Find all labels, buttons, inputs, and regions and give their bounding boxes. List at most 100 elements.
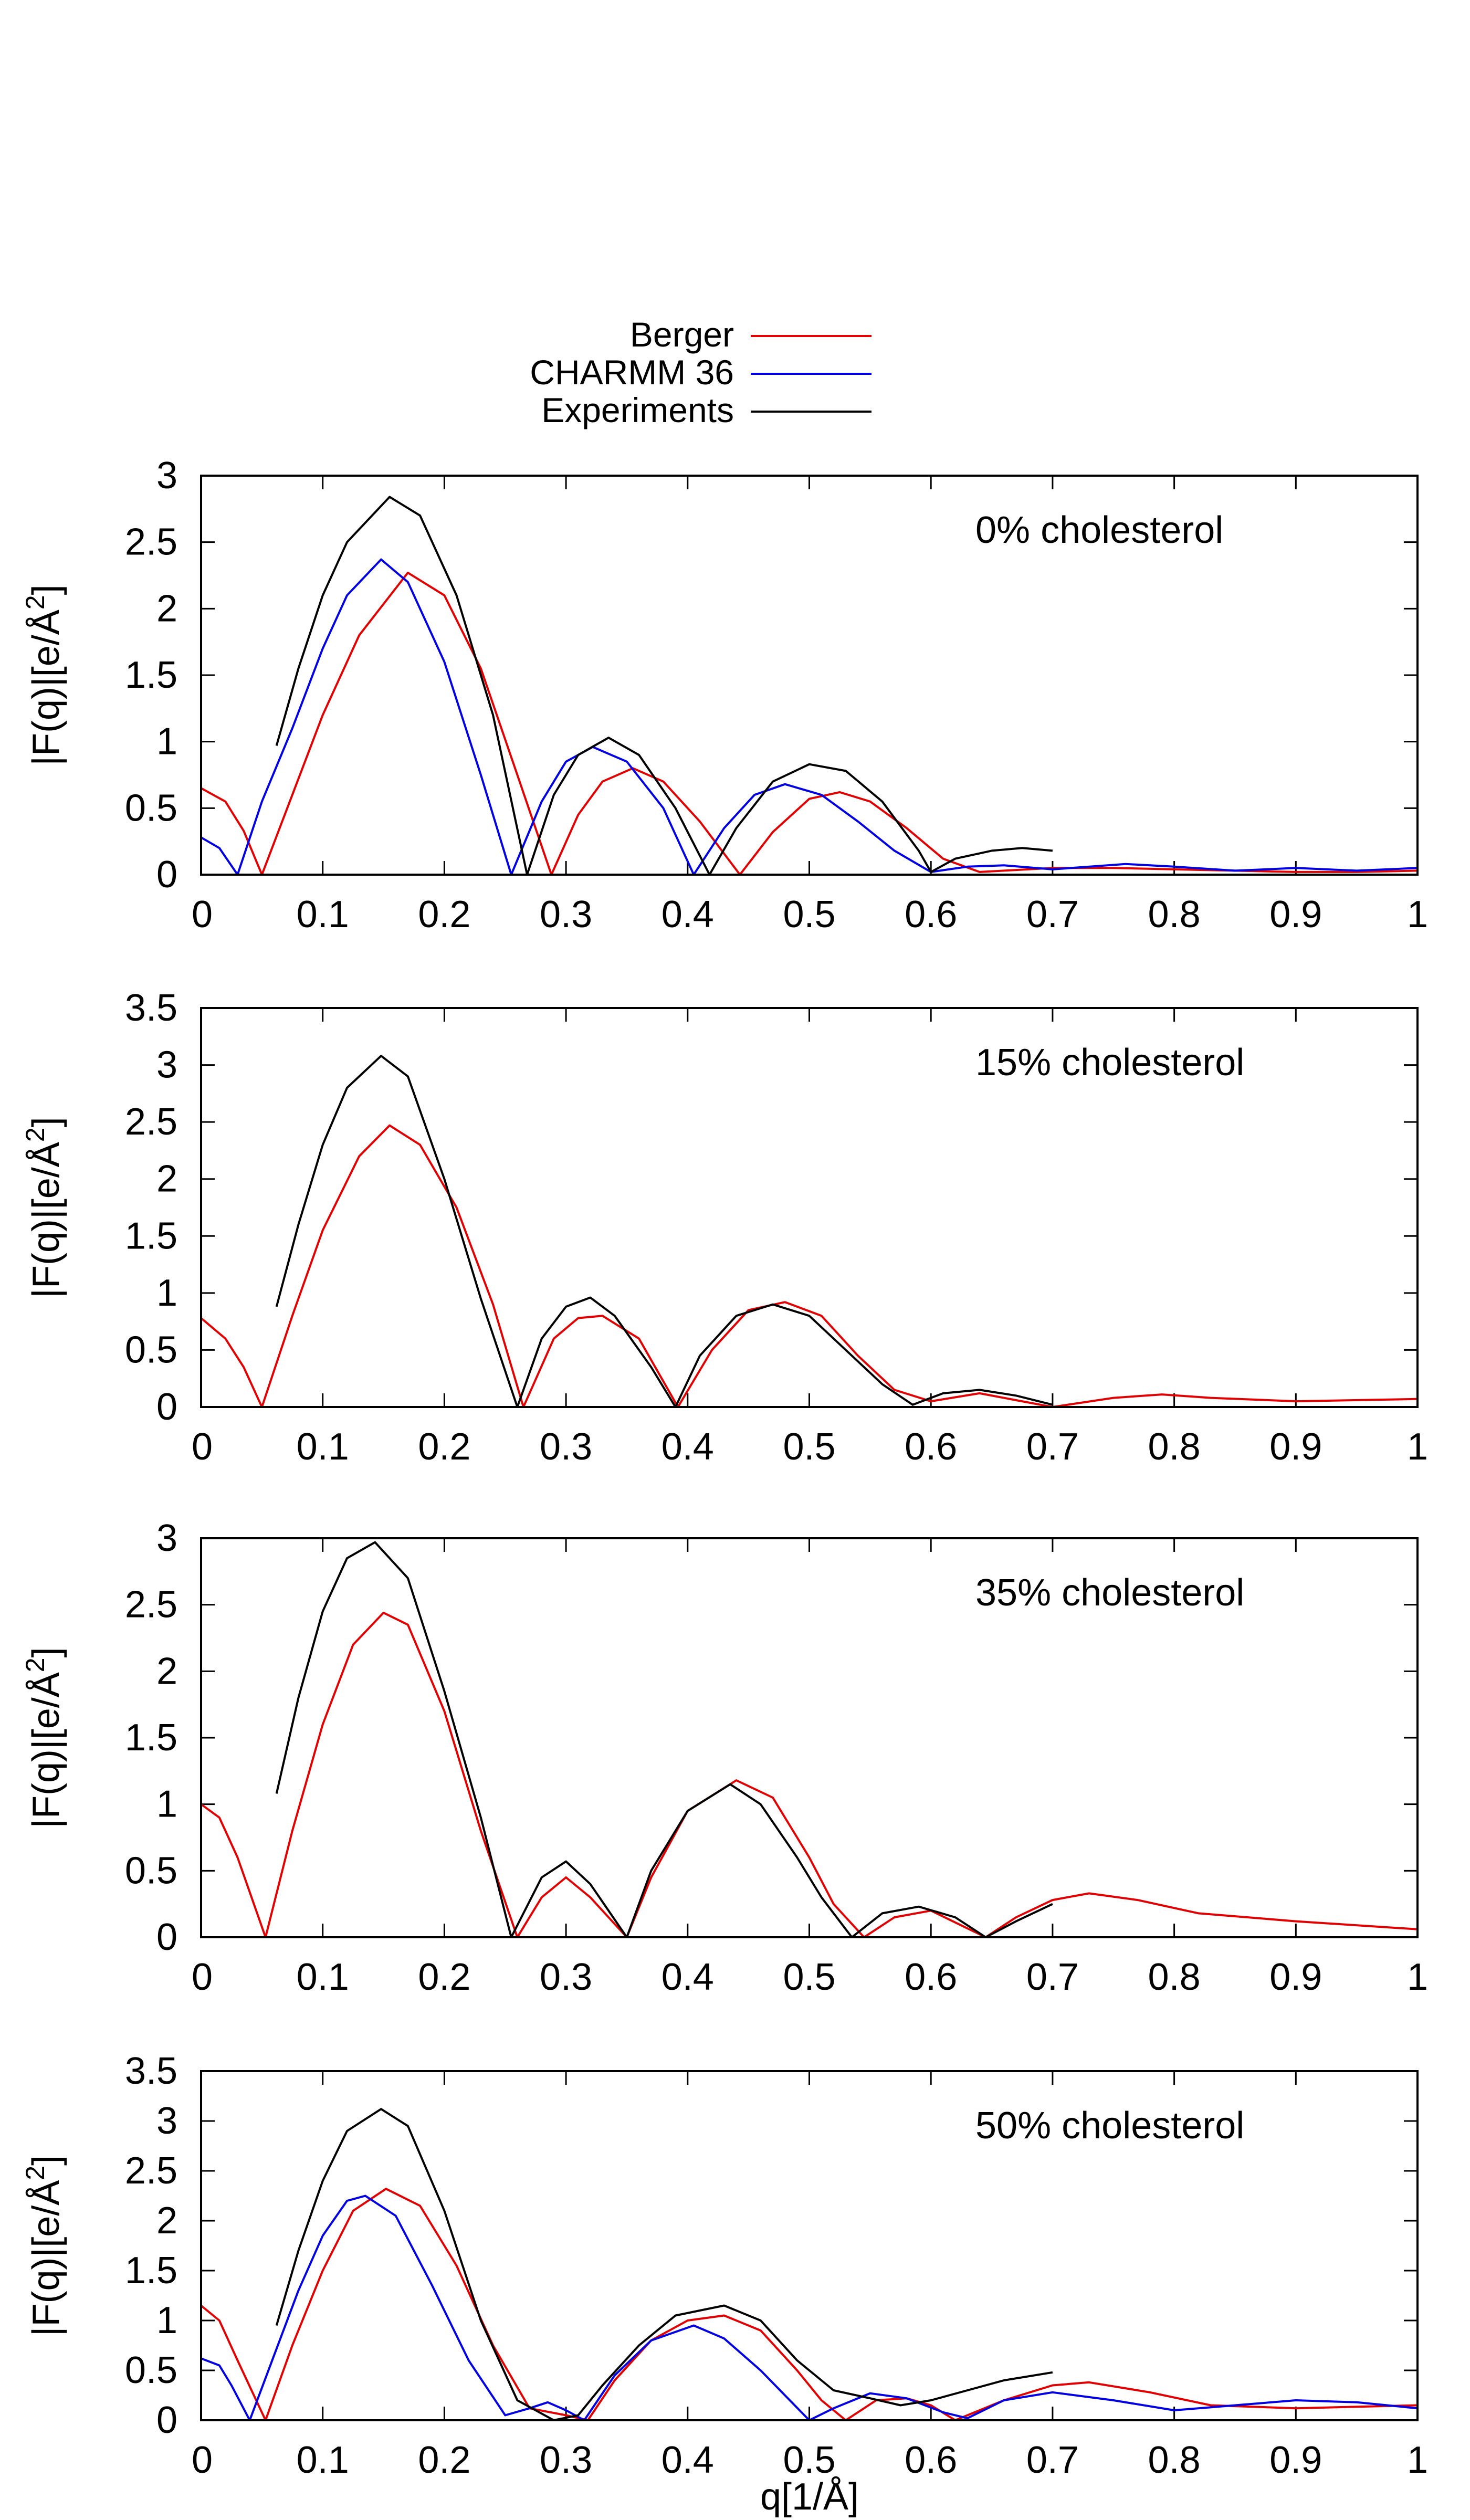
x-tick-label: 1 (1407, 1426, 1428, 1468)
y-tick-label: 3 (156, 2100, 177, 2142)
legend: Berger CHARMM 36 Experiments (530, 315, 872, 429)
panel-annotation: 0% cholesterol (975, 509, 1223, 551)
x-tick-label: 0.5 (783, 1956, 835, 1998)
y-tick-label: 0.5 (125, 2349, 177, 2391)
y-tick-label: 1 (156, 1272, 177, 1314)
x-tick-label: 0.1 (297, 2439, 349, 2481)
panel-annotation: 15% cholesterol (975, 1042, 1244, 1084)
x-tick-label: 0.3 (540, 1426, 592, 1468)
y-tick-label: 0 (156, 1386, 177, 1428)
y-tick-label: 2.5 (125, 1101, 177, 1143)
x-tick-label: 0.2 (418, 1956, 470, 1998)
series-line-berger (201, 1124, 1418, 1407)
y-tick-label: 2 (156, 2200, 177, 2242)
x-tick-label: 0.4 (662, 894, 714, 936)
x-tick-label: 0.7 (1026, 1956, 1079, 1998)
y-axis-label: |F(q)|[e/Å2] (20, 584, 67, 765)
x-tick-label: 0.4 (662, 1956, 714, 1998)
x-tick-label: 0.5 (783, 1426, 835, 1468)
plot-frame (200, 475, 1419, 876)
x-tick-label: 0.3 (540, 894, 592, 936)
series-line-experiments (275, 2108, 1053, 2420)
x-axis-label: q[1/Å] (760, 2476, 859, 2518)
series-line-experiments (275, 1055, 1053, 1407)
panel-3: 0 0.5 1 1.5 2 2.5 3 0 0.1 0.2 0.3 0.4 0.5 0.6 0.7 0.8 0.… (20, 1517, 1428, 1998)
y-tick-label: 0 (156, 2399, 177, 2441)
y-tick-label: 1.5 (125, 2250, 177, 2292)
x-tick-label: 0.9 (1269, 1956, 1322, 1998)
x-tick-label: 0.9 (1269, 2439, 1322, 2481)
y-tick-label: 3 (156, 455, 177, 497)
legend-label-charmm36: CHARMM 36 (530, 353, 734, 392)
y-tick-label: 3 (156, 1044, 177, 1086)
panel-4: 0 0.5 1 1.5 2 2.5 3 3.5 0 0.1 0.2 0.3 0.4 0.5 0.6 0.7 0.… (20, 2050, 1428, 2481)
x-tick-label: 0.5 (783, 894, 835, 936)
x-tick-label: 1 (1407, 894, 1428, 936)
y-tick-label: 1 (156, 2300, 177, 2342)
y-axis-label: |F(q)|[e/Å2] (20, 1647, 67, 1828)
series-line-berger (201, 1611, 1418, 1937)
y-tick-label: 1.5 (125, 1215, 177, 1257)
panel-annotation: 35% cholesterol (975, 1572, 1244, 1614)
panel-annotation: 50% cholesterol (975, 2105, 1244, 2147)
x-tick-label: 0.6 (905, 2439, 957, 2481)
y-axis-label: |F(q)|[e/Å2] (20, 2155, 67, 2336)
x-tick-label: 0.3 (540, 1956, 592, 1998)
x-tick-label: 0.2 (418, 894, 470, 936)
y-tick-label: 0.5 (125, 1329, 177, 1371)
y-tick-label: 2.5 (125, 521, 177, 563)
y-tick-label: 2.5 (125, 2150, 177, 2192)
panels: 0 0.5 1 1.5 2 2.5 3 0 0.1 0.2 0.3 0.4 0.5 0.6 0.7 0.8 0.… (20, 455, 1428, 2481)
series-line-charmm-36 (201, 2194, 1418, 2420)
x-tick-label: 0 (192, 1426, 213, 1468)
y-tick-label: 2.5 (125, 1584, 177, 1626)
y-tick-label: 2 (156, 1158, 177, 1200)
x-tick-label: 0.9 (1269, 1426, 1322, 1468)
x-tick-label: 0.8 (1148, 894, 1201, 936)
x-tick-label: 0 (192, 2439, 213, 2481)
y-tick-label: 0.5 (125, 1850, 177, 1892)
y-tick-label: 2 (156, 587, 177, 629)
x-tick-label: 0.8 (1148, 2439, 1201, 2481)
panel-1: 0 0.5 1 1.5 2 2.5 3 0 0.1 0.2 0.3 0.4 0.5 0.6 0.7 0.8 0.… (20, 455, 1428, 936)
y-tick-label: 3 (156, 1517, 177, 1559)
x-tick-label: 0.1 (297, 1956, 349, 1998)
x-tick-label: 0.6 (905, 1426, 957, 1468)
x-tick-label: 0.7 (1026, 1426, 1079, 1468)
x-tick-label: 0 (192, 1956, 213, 1998)
series-line-experiments (275, 496, 1053, 875)
x-tick-label: 0.6 (905, 1956, 957, 1998)
plot-frame (200, 1537, 1419, 1938)
series-line-charmm-36 (201, 558, 1418, 875)
x-tick-label: 0.7 (1026, 894, 1079, 936)
y-tick-label: 1 (156, 721, 177, 763)
x-tick-label: 0.7 (1026, 2439, 1079, 2481)
x-tick-label: 0.9 (1269, 894, 1322, 936)
x-tick-label: 0.8 (1148, 1956, 1201, 1998)
x-tick-label: 0.4 (662, 2439, 714, 2481)
legend-label-berger: Berger (630, 315, 734, 354)
x-tick-label: 0.2 (418, 2439, 470, 2481)
plot-frame (200, 2070, 1419, 2421)
y-tick-label: 1 (156, 1783, 177, 1825)
x-tick-label: 1 (1407, 1956, 1428, 1998)
y-tick-label: 1.5 (125, 1717, 177, 1759)
y-tick-label: 3.5 (125, 987, 177, 1029)
panel-2: 0 0.5 1 1.5 2 2.5 3 3.5 0 0.1 0.2 0.3 0.4 0.5 0.6 0.7 0.… (20, 987, 1428, 1468)
x-tick-label: 1 (1407, 2439, 1428, 2481)
y-tick-label: 2 (156, 1650, 177, 1692)
series-line-experiments (275, 1541, 1053, 1937)
x-tick-label: 0.8 (1148, 1426, 1201, 1468)
y-tick-label: 0 (156, 854, 177, 896)
y-tick-label: 3.5 (125, 2050, 177, 2092)
x-tick-label: 0.4 (662, 1426, 714, 1468)
x-tick-label: 0.3 (540, 2439, 592, 2481)
y-tick-label: 0.5 (125, 787, 177, 829)
plot-frame (200, 1007, 1419, 1408)
x-tick-label: 0.1 (297, 1426, 349, 1468)
y-axis-label: |F(q)|[e/Å2] (20, 1117, 67, 1298)
x-tick-label: 0.5 (783, 2439, 835, 2481)
x-tick-label: 0.1 (297, 894, 349, 936)
x-tick-label: 0 (192, 894, 213, 936)
y-tick-label: 1.5 (125, 654, 177, 696)
